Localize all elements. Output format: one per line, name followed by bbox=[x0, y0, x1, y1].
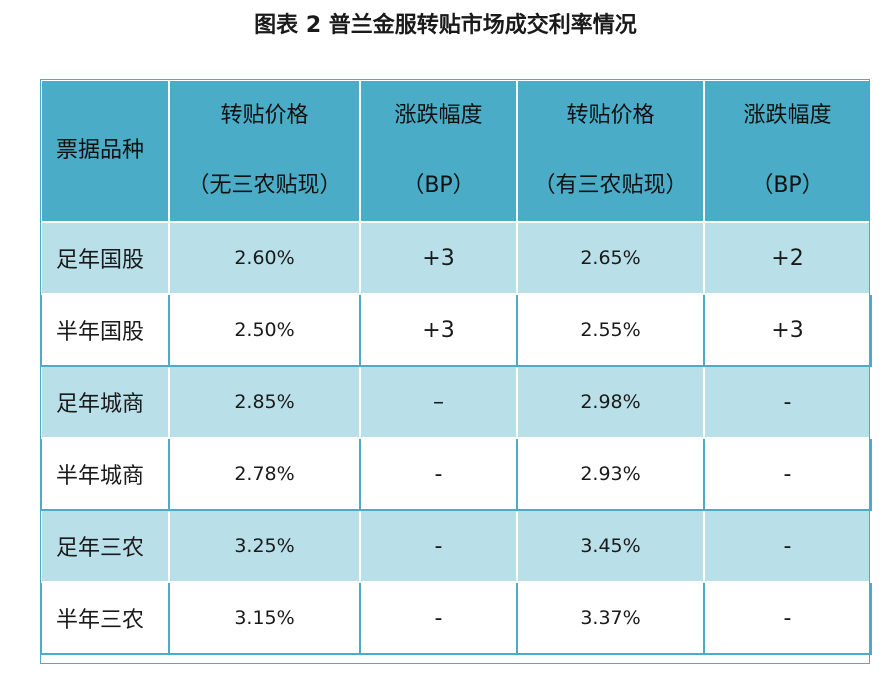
column-header-subline: （有三农贴现） bbox=[533, 173, 688, 198]
column-header-line: 票据品种 bbox=[56, 138, 145, 163]
cell-price-no-sannong: 2.50% bbox=[168, 293, 361, 367]
cell-change-no-sannong: +3 bbox=[359, 293, 518, 367]
column-header-price-with-sannong: 转贴价格 （有三农贴现） bbox=[516, 79, 705, 223]
page-title: 图表 2 普兰金服转贴市场成交利率情况 bbox=[254, 13, 637, 38]
cell-variety: 足年三农 bbox=[40, 509, 170, 583]
cell-change-no-sannong: +3 bbox=[359, 221, 518, 295]
cell-change-no-sannong: - bbox=[359, 437, 518, 511]
table-row: 足年城商 2.85% – 2.98% - bbox=[40, 365, 872, 439]
cell-change-with-sannong: +3 bbox=[703, 293, 872, 367]
cell-variety: 半年三农 bbox=[40, 581, 170, 655]
table-row: 半年三农 3.15% - 3.37% - bbox=[40, 581, 872, 655]
table-row: 足年三农 3.25% - 3.45% - bbox=[40, 509, 872, 583]
column-header-price-no-sannong: 转贴价格 （无三农贴现） bbox=[168, 79, 361, 223]
cell-price-with-sannong: 3.45% bbox=[516, 509, 705, 583]
cell-price-no-sannong: 3.25% bbox=[168, 509, 361, 583]
cell-price-no-sannong: 3.15% bbox=[168, 581, 361, 655]
cell-change-with-sannong: - bbox=[703, 509, 872, 583]
cell-variety: 足年城商 bbox=[40, 365, 170, 439]
cell-change-with-sannong: - bbox=[703, 365, 872, 439]
column-header-subline: （无三农贴现） bbox=[187, 173, 342, 198]
cell-change-with-sannong: - bbox=[703, 581, 872, 655]
cell-price-no-sannong: 2.60% bbox=[168, 221, 361, 295]
cell-change-no-sannong: - bbox=[359, 509, 518, 583]
cell-change-no-sannong: - bbox=[359, 581, 518, 655]
rate-table: 票据品种 转贴价格 （无三农贴现） 涨跌幅度 （BP） 转贴价格 （有三农贴现）… bbox=[40, 79, 872, 655]
cell-variety: 半年城商 bbox=[40, 437, 170, 511]
column-header-subline: （BP） bbox=[402, 173, 475, 198]
cell-price-with-sannong: 2.65% bbox=[516, 221, 705, 295]
cell-price-with-sannong: 3.37% bbox=[516, 581, 705, 655]
cell-variety: 半年国股 bbox=[40, 293, 170, 367]
cell-variety: 足年国股 bbox=[40, 221, 170, 295]
column-header-line: 涨跌幅度 bbox=[743, 103, 832, 128]
table-row: 半年国股 2.50% +3 2.55% +3 bbox=[40, 293, 872, 367]
cell-price-with-sannong: 2.55% bbox=[516, 293, 705, 367]
table-row: 半年城商 2.78% - 2.93% - bbox=[40, 437, 872, 511]
column-header-line: 涨跌幅度 bbox=[394, 103, 483, 128]
column-header-change-no-sannong: 涨跌幅度 （BP） bbox=[359, 79, 518, 223]
table-header-row: 票据品种 转贴价格 （无三农贴现） 涨跌幅度 （BP） 转贴价格 （有三农贴现）… bbox=[40, 79, 872, 223]
table-row: 足年国股 2.60% +3 2.65% +2 bbox=[40, 221, 872, 295]
cell-change-no-sannong: – bbox=[359, 365, 518, 439]
cell-price-no-sannong: 2.85% bbox=[168, 365, 361, 439]
column-header-line: 转贴价格 bbox=[220, 103, 309, 128]
cell-change-with-sannong: - bbox=[703, 437, 872, 511]
column-header-line: 转贴价格 bbox=[566, 103, 655, 128]
cell-price-with-sannong: 2.93% bbox=[516, 437, 705, 511]
cell-price-no-sannong: 2.78% bbox=[168, 437, 361, 511]
column-header-subline: （BP） bbox=[751, 173, 824, 198]
column-header-change-with-sannong: 涨跌幅度 （BP） bbox=[703, 79, 872, 223]
column-header-variety: 票据品种 bbox=[40, 79, 170, 223]
cell-price-with-sannong: 2.98% bbox=[516, 365, 705, 439]
cell-change-with-sannong: +2 bbox=[703, 221, 872, 295]
